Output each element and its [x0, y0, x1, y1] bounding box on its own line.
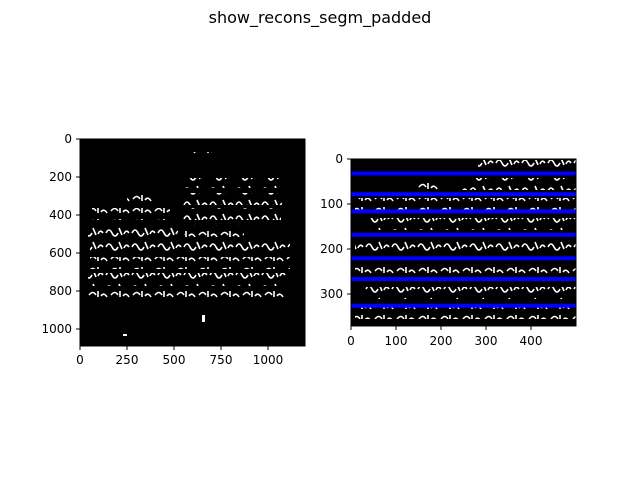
segmentation-line	[351, 192, 576, 197]
left-y-tick-label: 200	[49, 170, 72, 184]
left-x-tick-label: 1000	[253, 353, 284, 367]
segmentation-line	[351, 303, 576, 308]
left-x-tick-label: 500	[163, 353, 186, 367]
right-x-axis: 0 100 200 300 400	[347, 326, 542, 348]
right-x-tick-label: 200	[430, 334, 453, 348]
figure-title: show_recons_segm_padded	[208, 8, 432, 27]
right-x-tick-label: 100	[385, 334, 408, 348]
right-x-tick-label: 300	[475, 334, 498, 348]
left-axes-frame	[79, 138, 306, 347]
right-axes-frame	[350, 158, 577, 327]
left-y-axis: 0 200 400 600 800 1000	[41, 132, 80, 336]
left-x-tick-label: 250	[116, 353, 139, 367]
left-x-tick-label: 0	[76, 353, 84, 367]
right-segmentation-lines	[351, 171, 576, 308]
segmentation-line	[351, 277, 576, 282]
segmentation-line	[351, 171, 576, 176]
left-y-tick-label: 1000	[41, 322, 72, 336]
right-y-tick-label: 0	[335, 152, 343, 166]
left-x-axis: 0 250 500 750 1000	[76, 346, 283, 367]
left-panel: 0 250 500 750 1000 0 200 400 600 800 100…	[41, 132, 306, 367]
left-x-tick-label: 750	[210, 353, 233, 367]
segmentation-line	[351, 256, 576, 261]
right-y-tick-label: 300	[320, 287, 343, 301]
right-x-tick-label: 400	[520, 334, 543, 348]
segmentation-line	[351, 232, 576, 237]
left-y-tick-label: 800	[49, 284, 72, 298]
left-manuscript-image	[88, 152, 290, 336]
right-text-lines-image	[355, 160, 576, 319]
right-x-tick-label: 0	[347, 334, 355, 348]
right-y-axis: 0 100 200 300	[320, 152, 351, 301]
segmentation-line	[351, 209, 576, 214]
left-y-tick-label: 0	[64, 132, 72, 146]
left-y-tick-label: 600	[49, 246, 72, 260]
right-y-tick-label: 200	[320, 242, 343, 256]
right-y-tick-label: 100	[320, 197, 343, 211]
left-y-tick-label: 400	[49, 208, 72, 222]
right-panel: 0 100 200 300 400 0 100 200 300	[320, 152, 577, 348]
